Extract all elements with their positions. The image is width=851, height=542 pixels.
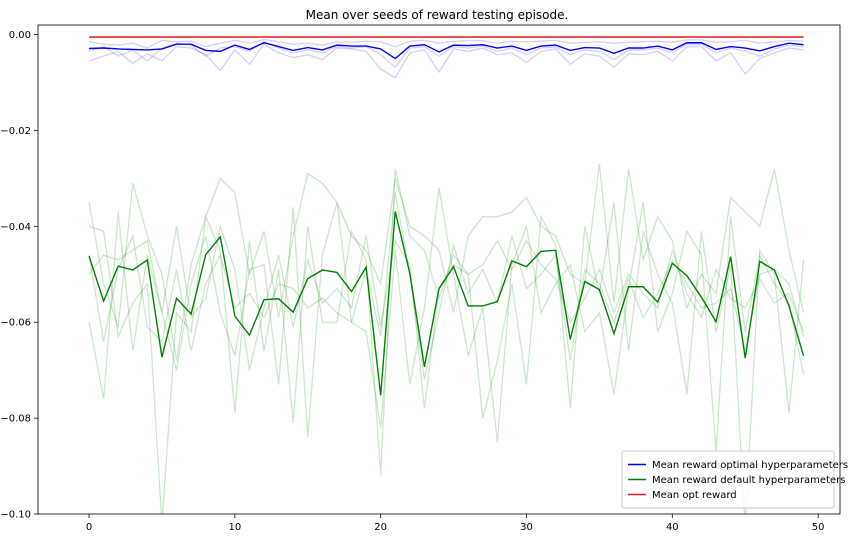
y-tick-label: −0.08 [0,414,31,425]
chart-title: Mean over seeds of reward testing episod… [306,8,569,22]
seed-line-default-3 [88,163,805,361]
plot-frame [37,24,841,515]
x-tick-label: 50 [812,522,825,533]
x-tick-label: 40 [666,522,679,533]
legend-label: Mean reward default hyperparameters [652,475,845,486]
series-lines [88,36,805,396]
x-tick-label: 30 [520,522,533,533]
legend-label: Mean opt reward [652,490,737,501]
seed-line-default-7 [88,223,805,409]
y-axis-ticks: 0.00 −0.02 −0.04 −0.06 −0.08 −0.10 [0,30,38,521]
y-tick-label: −0.10 [0,510,31,521]
seed-line-optimal-2 [88,41,804,69]
seed-line-default-6 [88,192,805,380]
y-tick-label: −0.02 [0,126,31,137]
seed-line-optimal-0 [88,43,804,79]
x-tick-label: 20 [374,522,387,533]
y-tick-label: 0.00 [9,30,31,41]
x-tick-label: 0 [86,522,92,533]
y-tick-label: −0.04 [0,222,31,233]
x-tick-label: 10 [228,522,241,533]
legend-box [621,450,835,509]
legend-label: Mean reward optimal hyperparameters [652,460,848,471]
x-axis-ticks: 0 10 20 30 40 50 [86,514,825,533]
seed-line-default-5 [88,187,805,452]
seed-line-optimal-1 [88,38,804,49]
series-line-0 [89,41,804,60]
y-tick-label: −0.06 [0,318,31,329]
series-line-1 [88,211,805,396]
legend: Mean reward optimal hyperparameters Mean … [621,450,848,509]
